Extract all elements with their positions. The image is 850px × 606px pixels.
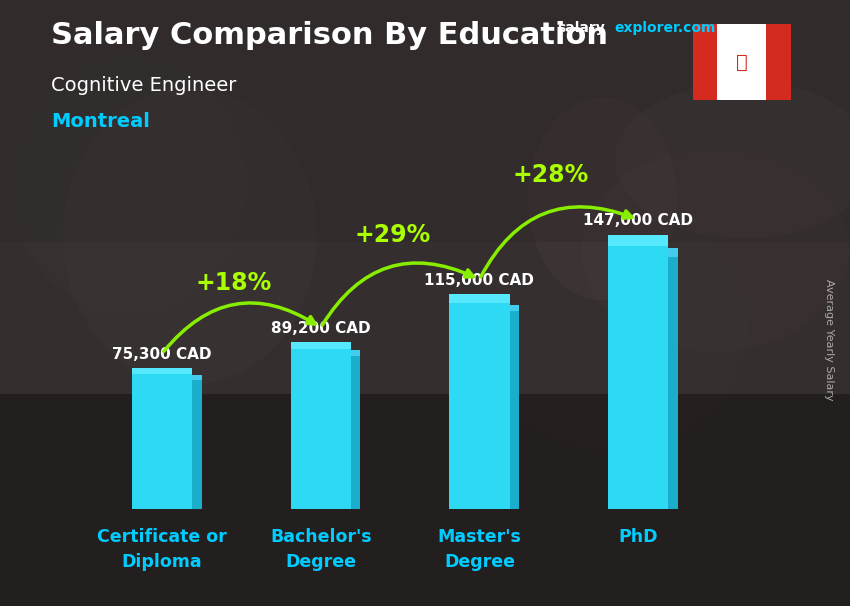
Text: +29%: +29%	[354, 222, 430, 247]
Bar	[132, 368, 192, 509]
Ellipse shape	[615, 82, 850, 238]
Ellipse shape	[581, 150, 849, 351]
Text: 🍁: 🍁	[736, 53, 747, 72]
Bar	[668, 251, 677, 509]
Bar	[509, 307, 519, 509]
Text: salary: salary	[557, 21, 604, 35]
Text: explorer.com: explorer.com	[615, 21, 716, 35]
Ellipse shape	[474, 201, 748, 449]
Bar	[766, 24, 790, 100]
Bar	[608, 235, 668, 509]
Text: 75,300 CAD: 75,300 CAD	[112, 347, 212, 362]
Text: 147,000 CAD: 147,000 CAD	[583, 213, 693, 228]
Text: Salary Comparison By Education: Salary Comparison By Education	[51, 21, 608, 50]
Bar	[0, 394, 850, 606]
Bar	[351, 353, 360, 509]
Text: +18%: +18%	[196, 271, 272, 295]
Bar	[668, 248, 677, 256]
Bar	[192, 377, 201, 509]
Text: Average Yearly Salary: Average Yearly Salary	[824, 279, 834, 400]
Bar	[608, 235, 668, 245]
Bar	[192, 375, 201, 380]
Bar	[291, 342, 351, 349]
Text: +28%: +28%	[513, 163, 589, 187]
Bar	[693, 24, 717, 100]
Ellipse shape	[528, 98, 677, 301]
Bar	[291, 342, 351, 509]
Bar	[450, 295, 509, 509]
Ellipse shape	[11, 55, 246, 313]
Bar	[0, 0, 850, 242]
Text: 89,200 CAD: 89,200 CAD	[271, 321, 371, 336]
Bar	[509, 305, 519, 311]
Ellipse shape	[63, 88, 317, 385]
Bar	[351, 350, 360, 356]
Bar	[132, 368, 192, 374]
Text: Montreal: Montreal	[51, 112, 150, 131]
Bar	[450, 295, 509, 303]
Text: Cognitive Engineer: Cognitive Engineer	[51, 76, 236, 95]
Text: 115,000 CAD: 115,000 CAD	[424, 273, 535, 288]
